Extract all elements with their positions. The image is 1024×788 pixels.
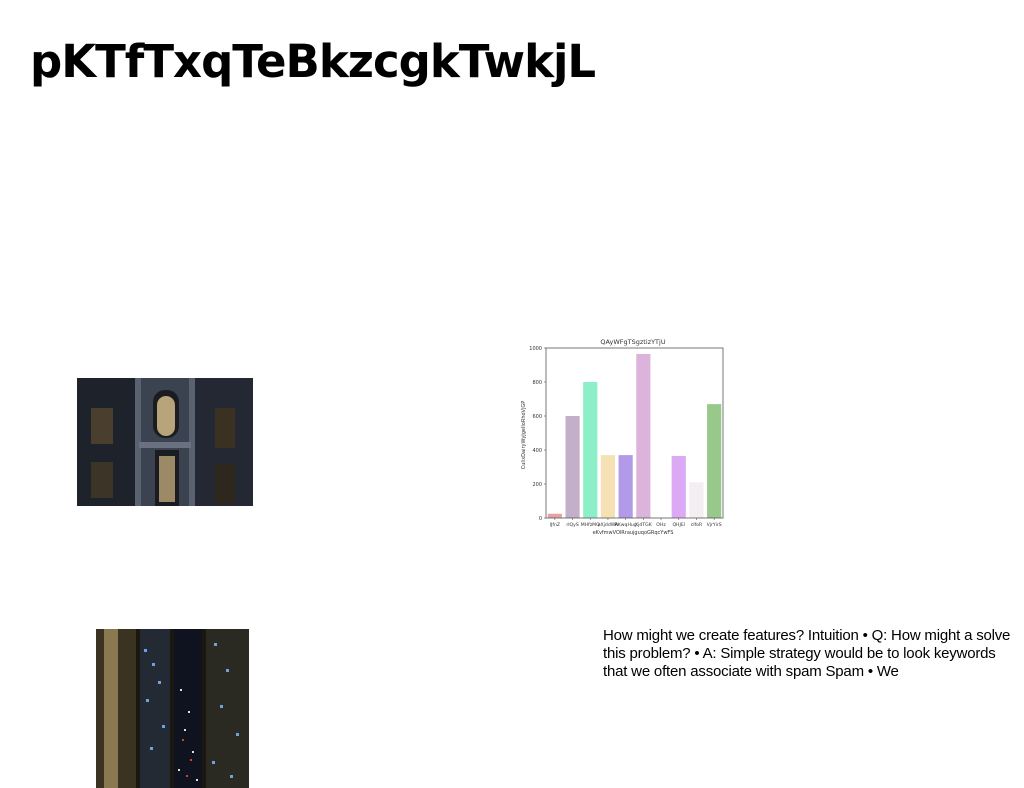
bar-QHJEl xyxy=(671,455,686,518)
bar-eXjddWA xyxy=(600,455,616,518)
x-tick-label: OHz xyxy=(656,522,666,528)
bar-chart: QAyWFgTSgztizYTjU CulixDairyWyJgelloRhoV… xyxy=(521,338,724,536)
x-tick-label: rlQyS xyxy=(566,522,578,528)
x-tick-label: QHJEl xyxy=(672,522,685,528)
chart-y-axis-label: CulixDairyWyJgelloRhoVjGP xyxy=(521,401,527,470)
slide-title: pKTfTxqTeBkzcgkTwkjL xyxy=(30,35,596,88)
y-tick-label: 1000 xyxy=(529,346,542,352)
x-tick-label: eXjddWA xyxy=(598,522,619,528)
x-tick-label: cIfoR xyxy=(691,522,703,528)
bar-cIfoR xyxy=(689,482,704,518)
bar-MHfzMQ xyxy=(583,382,598,518)
chart-plot-frame xyxy=(545,347,724,519)
y-tick-label: 0 xyxy=(539,516,542,522)
bar-XjdTGK xyxy=(636,353,651,518)
y-tick-label: 600 xyxy=(532,414,542,420)
x-tick-label: RKwqHug xyxy=(615,522,637,528)
chart-title: QAyWFgTSgztizYTjU xyxy=(600,338,665,346)
bar-RKwqHug xyxy=(618,455,633,518)
x-tick-label: XjdTGK xyxy=(635,522,653,528)
x-tick-label: MHfzMQ xyxy=(581,522,600,528)
bar-IJfnZ xyxy=(547,513,562,518)
chart-x-axis-label: eKvfmwVOlRraujguqoGRqcYwFS xyxy=(593,530,674,536)
y-tick-label: 400 xyxy=(532,448,542,454)
bar-rlQyS xyxy=(565,416,580,518)
x-tick-label: VjrYirS xyxy=(707,522,722,528)
bar-VjrYirS xyxy=(707,404,722,518)
y-tick-label: 800 xyxy=(532,380,542,386)
city-night-aerial-photo xyxy=(96,629,249,788)
x-tick-label: IJfnZ xyxy=(550,522,560,528)
y-tick-label: 200 xyxy=(532,482,542,488)
building-facade-photo xyxy=(77,378,253,506)
body-text: How might we create features? Intuition … xyxy=(603,627,1011,680)
